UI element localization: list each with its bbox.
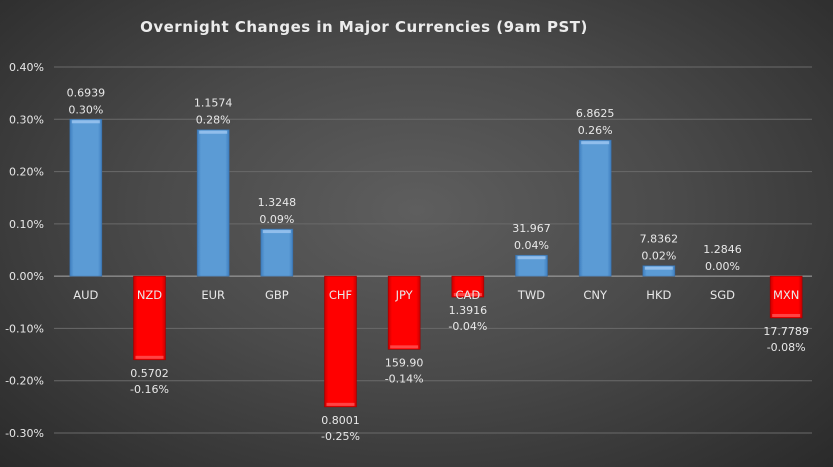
bar-bevel	[71, 120, 100, 124]
category-label: NZD	[137, 288, 162, 302]
bar-bevel	[135, 355, 164, 359]
rate-label: 159.90	[385, 356, 424, 369]
value-label: 0.26%	[578, 124, 613, 137]
bar-eur	[196, 129, 230, 277]
value-label: -0.16%	[130, 383, 169, 396]
y-tick-label: 0.10%	[9, 218, 44, 231]
bar-nzd	[133, 275, 166, 361]
y-tick-label: 0.20%	[9, 166, 44, 179]
value-label: -0.25%	[321, 430, 360, 443]
value-label: -0.04%	[448, 320, 487, 333]
chart-title: Overnight Changes in Major Currencies (9…	[140, 18, 588, 36]
y-tick-label: -0.20%	[5, 375, 44, 388]
rate-label: 1.1574	[194, 97, 233, 110]
bar-aud	[69, 118, 103, 277]
rate-label: 0.6939	[67, 86, 106, 99]
rate-label: 7.8362	[640, 233, 679, 246]
bar-bevel	[772, 313, 801, 317]
y-tick-label: 0.00%	[9, 270, 44, 283]
category-label: TWD	[517, 288, 545, 302]
value-label: 0.30%	[68, 103, 103, 116]
bar-bevel	[581, 141, 610, 145]
y-tick-label: -0.30%	[5, 427, 44, 440]
rate-label: 6.8625	[576, 107, 615, 120]
category-label: CNY	[583, 288, 608, 302]
bar-hkd	[642, 265, 676, 277]
value-label: 0.02%	[641, 250, 676, 263]
bar-bevel	[199, 130, 228, 134]
rate-label: 17.7789	[763, 325, 809, 338]
rate-label: 1.2846	[703, 243, 742, 256]
bar-bevel	[453, 293, 482, 297]
y-tick-label: 0.40%	[9, 61, 44, 74]
bar-cad	[451, 275, 485, 298]
value-label: 0.00%	[705, 260, 740, 273]
category-label: HKD	[646, 288, 671, 302]
bar-bevel	[262, 230, 291, 234]
rate-label: 0.5702	[130, 367, 169, 380]
value-label: 0.09%	[259, 213, 294, 226]
bar-bevel	[644, 266, 673, 270]
value-label: -0.08%	[767, 341, 806, 354]
category-label: CHF	[329, 288, 352, 302]
bar-chf	[324, 275, 357, 408]
category-label: SGD	[710, 288, 735, 302]
value-label: -0.14%	[385, 372, 424, 385]
bar-twd	[515, 254, 548, 277]
rate-label: 0.8001	[321, 414, 360, 427]
rate-label: 1.3916	[449, 304, 488, 317]
bar-bevel	[517, 256, 546, 260]
category-label: CAD	[455, 288, 480, 302]
category-label: MXN	[773, 288, 799, 302]
category-label: GBP	[265, 288, 289, 302]
category-label: JPY	[395, 288, 414, 302]
value-label: 0.28%	[196, 114, 231, 127]
bar-cny	[578, 139, 612, 277]
y-tick-label: 0.30%	[9, 113, 44, 126]
value-label: 0.04%	[514, 239, 549, 252]
category-label: EUR	[201, 288, 225, 302]
bar-bevel	[390, 345, 419, 349]
bar-mxn	[769, 275, 803, 319]
category-label: AUD	[73, 288, 98, 302]
bar-gbp	[260, 228, 294, 277]
rate-label: 1.3248	[258, 196, 297, 209]
rate-label: 31.967	[512, 222, 551, 235]
y-tick-label: -0.10%	[5, 322, 44, 335]
bar-bevel	[326, 402, 355, 406]
bar-jpy	[387, 275, 421, 350]
